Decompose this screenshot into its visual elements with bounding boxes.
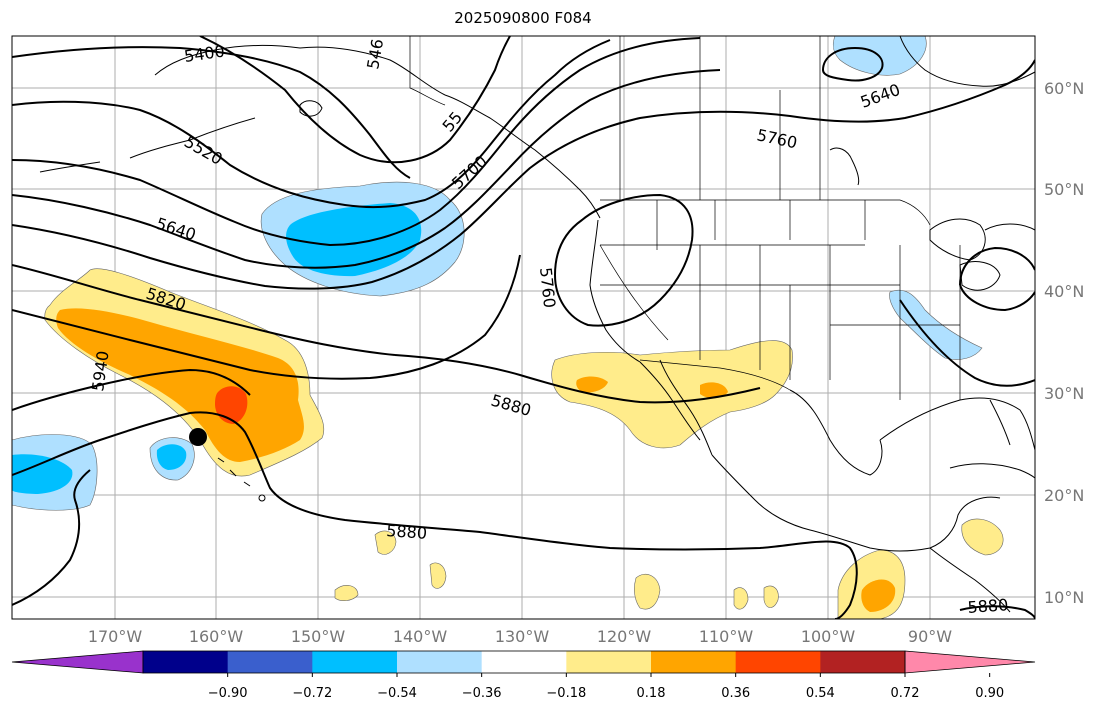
colorbar-tick-label: −0.72 [292,686,332,701]
contour-label: 5700 [448,152,491,193]
colorbar-ticks: −0.90 −0.72 −0.54 −0.36 −0.18 0.18 0.36 0.54 0.7… [208,673,1004,701]
contour-label: 55 [439,108,467,136]
map-title: 2025090800 F084 [454,9,592,27]
colorbar-tick-label: −0.54 [377,686,417,701]
pos-region-central-pacific-core [56,308,304,462]
contour-label: 546 [363,37,387,70]
colorbar-segments [11,650,1036,674]
neg-region-west-core [12,454,73,494]
height-contours [12,36,1035,619]
lon-label: 150°W [291,627,346,646]
latitude-labels: 60°N 50°N 40°N 30°N 20°N 10°N [1044,79,1084,607]
colorbar-tick-label: −0.36 [462,686,502,701]
lat-label: 30°N [1044,384,1084,403]
positive-anomaly-regions [44,268,1004,619]
colorbar-extend-high [904,650,1036,674]
colorbar-tick-label: 0.18 [637,686,666,701]
colorbar-segment [143,651,229,673]
lon-label: 100°W [801,627,856,646]
colorbar-tick-label: −0.18 [546,686,586,701]
pos-region-caribbean [961,518,1004,556]
colorbar-segment [227,651,313,673]
lat-label: 10°N [1044,588,1084,607]
colorbar-segment [397,651,483,673]
pos-region-southwest-core-2 [700,382,728,399]
colorbar-outline [142,650,906,674]
contour-label: 5640 [858,80,903,112]
lon-label: 140°W [393,627,448,646]
contour-label: 5760 [755,125,799,152]
longitude-labels: 170°W 160°W 150°W 140°W 130°W 120°W 110°… [88,627,952,646]
contour-label: 5880 [489,391,533,420]
neg-region-gulf-alaska-core [286,203,422,277]
colorbar-tick-label: 0.36 [721,686,750,701]
pos-region-central-pacific-strong [215,386,248,424]
lon-label: 90°W [908,627,952,646]
coastlines [39,36,1035,613]
colorbar-segment [566,651,652,673]
lon-label: 160°W [189,627,244,646]
lon-label: 120°W [597,627,652,646]
lat-label: 20°N [1044,486,1084,505]
lat-label: 60°N [1044,79,1084,98]
political-borders [409,36,961,400]
pos-region-southwest-us [551,340,793,449]
colorbar-tick-label: −0.90 [208,686,248,701]
contour-label: 5520 [181,132,226,169]
storm-position-marker [189,428,207,446]
contour-label: 5640 [154,214,199,245]
colorbar-segment [651,651,737,673]
pos-region-blob-2 [429,562,447,589]
colorbar-segment [312,651,398,673]
map-frame [11,35,1036,620]
pos-region-mexico-south-core [861,579,896,612]
colorbar-extend-low [11,650,144,674]
lat-label: 50°N [1044,180,1084,199]
contour-label: 5760 [536,266,559,308]
colorbar-segment [820,651,906,673]
colorbar-segment [481,651,567,673]
colorbar: −0.90 −0.72 −0.54 −0.36 −0.18 0.18 0.36 0.54 0.7… [11,650,1036,701]
pos-region-blob-1 [374,530,397,555]
neg-region-hawaii-core [156,444,187,470]
lon-label: 110°W [699,627,754,646]
pos-region-blob-5 [733,587,749,610]
lon-label: 130°W [495,627,550,646]
lon-label: 170°W [88,627,143,646]
colorbar-tick-label: 0.72 [891,686,920,701]
contour-label: 5400 [183,41,226,65]
pos-region-blob-6 [763,585,779,608]
contour-label: 5880 [967,595,1009,617]
colorbar-tick-label: 0.54 [806,686,835,701]
negative-anomaly-regions [12,36,983,511]
contour-label: 5880 [386,521,428,543]
colorbar-segment [735,651,821,673]
colorbar-tick-label: 0.90 [975,686,1004,701]
pos-region-blob-3 [334,585,359,601]
pos-region-blob-4 [634,574,661,610]
lat-label: 40°N [1044,282,1084,301]
map-area: 5400 546 5520 55 5640 5700 5760 5640 582… [12,36,1035,619]
pos-region-southwest-core-1 [576,376,608,393]
